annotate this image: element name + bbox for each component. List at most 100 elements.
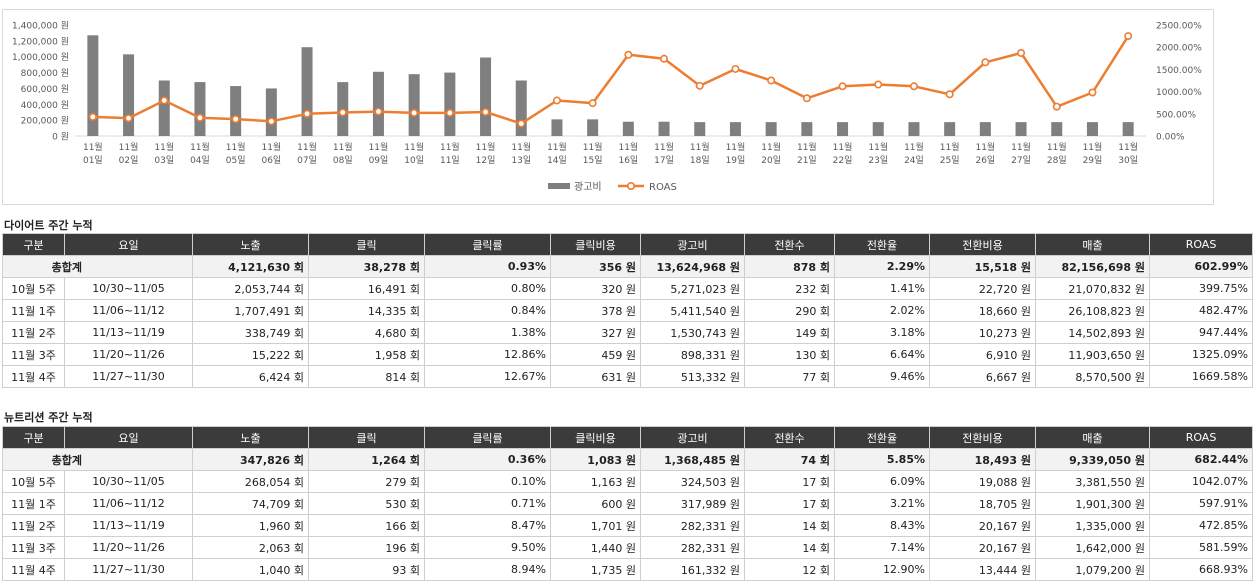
column-header: 광고비 [640, 426, 745, 449]
table-cell: 0.10% [424, 470, 551, 493]
table-row: 11월 2주 11/13~11/19 1,960 회 166 회 8.47% 1,701 … [2, 514, 1253, 537]
roas-point [231, 115, 240, 124]
table-cell: 1,079,200 원 [1035, 558, 1150, 581]
table-cell: 7.14% [834, 536, 930, 559]
total-label: 총합계 [2, 255, 193, 278]
table-cell: 93 회 [308, 558, 425, 581]
column-header: 클릭 [308, 426, 425, 449]
table-cell: 1669.58% [1149, 365, 1253, 388]
roas-point [552, 96, 561, 105]
x-tick-label: 11월 06일 [261, 141, 281, 166]
bar-ad-spend [908, 122, 920, 136]
table-cell: 320 원 [550, 277, 641, 300]
date-range-cell: 11/06~11/12 [64, 299, 193, 322]
y-left-tick-label: 1,200,000 원 [12, 36, 69, 47]
table-cell: 20,167 원 [929, 514, 1036, 537]
x-tick-label: 11월 22일 [833, 141, 853, 166]
roas-point [445, 108, 454, 117]
table-cell: 3.18% [834, 321, 930, 344]
table-cell: 4,680 회 [308, 321, 425, 344]
roas-point [802, 94, 811, 103]
bar-ad-spend [372, 71, 384, 136]
roas-point [303, 109, 312, 118]
y-left-tick-label: 800,000 원 [21, 68, 69, 79]
table-cell: 530 회 [308, 492, 425, 515]
total-cell: 1,368,485 원 [640, 448, 745, 471]
table-cell: 1325.09% [1149, 343, 1253, 366]
table-cell: 378 원 [550, 299, 641, 322]
roas-point [1017, 48, 1026, 57]
total-cell: 18,493 원 [929, 448, 1036, 471]
table-cell: 282,331 원 [640, 514, 745, 537]
bar-ad-spend [551, 119, 563, 136]
roas-point [517, 119, 526, 128]
table-header-row: 구분 요일 노출 클릭 클릭률 클릭비용 광고비 전환수 전환율 전환비용 매출 ROAS [2, 233, 1253, 256]
roas-point [160, 96, 169, 105]
table-row: 11월 3주 11/20~11/26 15,222 회 1,958 회 12.86% 45… [2, 343, 1253, 366]
y-right-tick-label: 1000.00% [1156, 88, 1202, 98]
table-cell: 14,335 회 [308, 299, 425, 322]
x-tick-label: 11월 17일 [654, 141, 674, 166]
table-cell: 1,040 회 [192, 558, 309, 581]
date-range-cell: 10/30~11/05 [64, 277, 193, 300]
table-cell: 232 회 [744, 277, 835, 300]
total-cell: 356 원 [550, 255, 641, 278]
column-header: 매출 [1035, 426, 1150, 449]
column-header: 구분 [2, 426, 65, 449]
table-row: 11월 2주 11/13~11/19 338,749 회 4,680 회 1.38% 32… [2, 321, 1253, 344]
table-cell: 399.75% [1149, 277, 1253, 300]
bar-ad-spend [729, 122, 741, 136]
total-label: 총합계 [2, 448, 193, 471]
bar-ad-spend [265, 88, 277, 136]
column-header: 요일 [64, 233, 193, 256]
week-cell: 11월 1주 [2, 492, 65, 515]
table-cell: 5,271,023 원 [640, 277, 745, 300]
table-cell: 9.50% [424, 536, 551, 559]
table-cell: 196 회 [308, 536, 425, 559]
table-cell: 472.85% [1149, 514, 1253, 537]
column-header: 전환수 [744, 426, 835, 449]
table-cell: 279 회 [308, 470, 425, 493]
table-row: 11월 4주 11/27~11/30 1,040 회 93 회 8.94% 1,735 원… [2, 558, 1253, 581]
table-cell: 161,332 원 [640, 558, 745, 581]
total-cell: 4,121,630 회 [192, 255, 309, 278]
bar-ad-spend [158, 80, 170, 136]
x-tick-label: 11월 23일 [868, 141, 888, 166]
bar-ad-spend [480, 57, 492, 136]
total-cell: 0.93% [424, 255, 551, 278]
column-header: 노출 [192, 233, 309, 256]
roas-point [267, 117, 276, 126]
total-cell: 5.85% [834, 448, 930, 471]
bar-ad-spend [444, 72, 456, 136]
bar-ad-spend [979, 122, 991, 136]
table-cell: 5,411,540 원 [640, 299, 745, 322]
table-cell: 12.67% [424, 365, 551, 388]
column-header: 노출 [192, 426, 309, 449]
table-cell: 17 회 [744, 492, 835, 515]
x-tick-label: 11월 01일 [83, 141, 103, 166]
table-cell: 14,502,893 원 [1035, 321, 1150, 344]
table-cell: 290 회 [744, 299, 835, 322]
nutrition-section-title: 뉴트리션 주간 누적 [4, 411, 93, 424]
y-right-tick-label: 500.00% [1156, 110, 1196, 120]
roas-point [374, 107, 383, 116]
total-cell: 13,624,968 원 [640, 255, 745, 278]
column-header: 클릭률 [424, 233, 551, 256]
total-cell: 1,083 원 [550, 448, 641, 471]
date-range-cell: 10/30~11/05 [64, 470, 193, 493]
column-header: ROAS [1149, 426, 1253, 449]
table-cell: 16,491 회 [308, 277, 425, 300]
table-cell: 18,705 원 [929, 492, 1036, 515]
x-tick-label: 11월 11일 [440, 141, 460, 166]
table-cell: 8.43% [834, 514, 930, 537]
table-cell: 14 회 [744, 514, 835, 537]
table-cell: 8.47% [424, 514, 551, 537]
roas-line [92, 35, 1130, 125]
bar-ad-spend [1051, 122, 1063, 136]
bar-ad-spend [944, 122, 956, 136]
roas-point [410, 108, 419, 117]
total-cell: 1,264 회 [308, 448, 425, 471]
table-cell: 282,331 원 [640, 536, 745, 559]
x-tick-label: 11월 30일 [1118, 141, 1138, 166]
table-cell: 6.64% [834, 343, 930, 366]
